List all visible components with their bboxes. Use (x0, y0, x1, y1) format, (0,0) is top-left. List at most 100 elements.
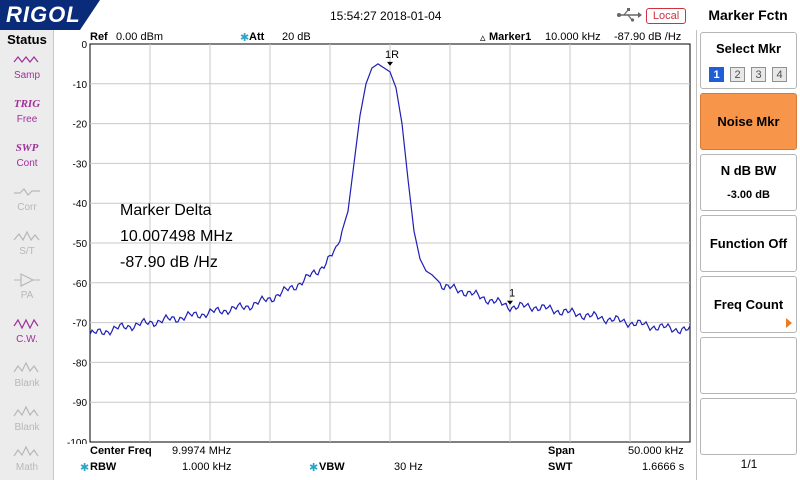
status-panel-title: Status (7, 32, 47, 47)
status-item-trig: TRIG Free (4, 94, 50, 132)
marker-label-1: 1 (509, 288, 515, 300)
status-item-word: SWP (15, 142, 39, 154)
marker-option-4[interactable]: 4 (772, 67, 787, 82)
status-item-samp: Samp (4, 50, 50, 88)
marker-active-icon: ▵ (480, 32, 486, 44)
marker-option-3[interactable]: 3 (751, 67, 766, 82)
remote-status-badge[interactable]: Local (646, 8, 686, 24)
y-tick-label: -50 (73, 239, 88, 250)
span-label: Span (548, 445, 575, 457)
pa-icon (14, 273, 40, 287)
y-tick-label: -90 (73, 398, 88, 409)
wave-icon (13, 318, 39, 330)
att-value: 20 dB (282, 31, 311, 43)
y-tick-label: 0 (81, 40, 87, 51)
y-tick-label: -10 (73, 80, 88, 91)
status-item-cw: C.W. (4, 314, 50, 352)
y-tick-label: -60 (73, 279, 88, 290)
empty-softkey-1[interactable] (700, 337, 797, 394)
noise-mkr-softkey[interactable]: Noise Mkr (700, 93, 797, 150)
y-tick-label: -80 (73, 358, 88, 369)
span-value: 50.000 kHz (628, 445, 684, 457)
ndb-bw-value: -3.00 dB (727, 189, 770, 201)
status-item-word: TRIG (13, 98, 41, 110)
marker-label: Marker1 (489, 31, 532, 43)
y-tick-label: -20 (73, 120, 88, 131)
status-item-corr: Corr (4, 182, 50, 220)
y-tick-label: -100 (67, 438, 87, 444)
status-item-label: S/T (19, 246, 35, 257)
page-indicator: 1/1 (740, 457, 758, 471)
status-panel: Status Samp TRIG Free SWP Cont Corr S/T … (0, 30, 54, 480)
ndb-bw-softkey[interactable]: N dB BW -3.00 dB (700, 154, 797, 211)
status-item-swp: SWP Cont (4, 138, 50, 176)
marker-point-1 (507, 300, 513, 305)
marker-point-1r (387, 61, 393, 66)
spectrum-trace-0 (89, 63, 691, 336)
center-freq-label: Center Freq (90, 445, 152, 457)
measurement-footer: Center Freq 9.9974 MHz Span 50.000 kHz ✱… (54, 444, 696, 480)
wave-icon (13, 445, 39, 457)
function-off-label: Function Off (709, 236, 788, 251)
rbw-label: RBW (90, 461, 117, 473)
spectrum-plot: 0 -10 -20 -30 -40 -50 -60 -70 -80 -90 -100 1R 1 (67, 40, 691, 444)
center-freq-value: 9.9974 MHz (172, 445, 232, 457)
freq-count-softkey[interactable]: Freq Count (700, 276, 797, 333)
status-item-label: Math (15, 462, 39, 473)
wave-icon (13, 56, 39, 63)
status-item-math: Math (4, 442, 50, 480)
empty-softkey-2[interactable] (700, 398, 797, 455)
marker-delta-freq: 10.007498 MHz (120, 228, 233, 245)
rbw-marker-icon: ✱ (80, 462, 90, 474)
marker-delta-level: -87.90 dB /Hz (120, 254, 218, 271)
att-label: Att (249, 31, 265, 43)
menu-title: Marker Fctn (696, 0, 800, 30)
vbw-label: VBW (319, 461, 345, 473)
marker-delta-title: Marker Delta (120, 202, 212, 219)
status-item-blank-2: Blank (4, 402, 50, 440)
status-item-label: Free (16, 114, 38, 125)
status-item-label: C.W. (16, 334, 38, 345)
select-mkr-label: Select Mkr (715, 41, 782, 56)
marker-level: -87.90 dB /Hz (614, 31, 682, 43)
wave-icon (13, 405, 39, 417)
marker-delta-readout: Marker Delta 10.007498 MHz -87.90 dB /Hz (120, 198, 233, 276)
status-item-label: Cont (16, 158, 38, 169)
wave-icon (13, 230, 40, 242)
status-item-label: Corr (17, 202, 37, 213)
top-bar: RIGOL 15:54:27 2018-01-04 Local Marker F… (0, 0, 800, 30)
status-item-label: Samp (13, 70, 41, 81)
noise-mkr-label: Noise Mkr (717, 114, 780, 129)
usb-icon (617, 8, 642, 22)
y-tick-label: -70 (73, 319, 88, 330)
marker-label-1r: 1R (385, 49, 399, 61)
status-item-label: Blank (14, 422, 40, 433)
datetime: 15:54:27 2018-01-04 (330, 9, 442, 23)
status-item-label: PA (20, 290, 34, 301)
vbw-value: 30 Hz (394, 461, 423, 473)
ndb-bw-label: N dB BW (720, 163, 777, 178)
status-item-pa: PA (4, 270, 50, 308)
swt-label: SWT (548, 461, 573, 473)
att-marker-icon: ✱ (240, 32, 250, 44)
wave-icon (13, 361, 39, 373)
marker-option-2[interactable]: 2 (730, 67, 745, 82)
status-item-label: Blank (14, 378, 40, 389)
function-off-softkey[interactable]: Function Off (700, 215, 797, 272)
y-tick-label: -40 (73, 199, 88, 210)
rbw-value: 1.000 kHz (182, 461, 232, 473)
marker-freq: 10.000 kHz (545, 31, 601, 43)
marker-option-1[interactable]: 1 (709, 67, 724, 82)
corr-icon (14, 188, 40, 196)
measurement-header: Ref 0.00 dBm ✱ Att 20 dB ▵ Marker1 10.00… (90, 30, 692, 44)
ref-value: 0.00 dBm (116, 31, 164, 43)
submenu-arrow-icon (786, 318, 792, 328)
brand-logo: RIGOL (0, 0, 100, 30)
y-tick-label: -30 (73, 159, 88, 170)
status-item-st: S/T (4, 226, 50, 264)
swt-value: 1.6666 s (642, 461, 685, 473)
freq-count-label: Freq Count (713, 297, 784, 312)
